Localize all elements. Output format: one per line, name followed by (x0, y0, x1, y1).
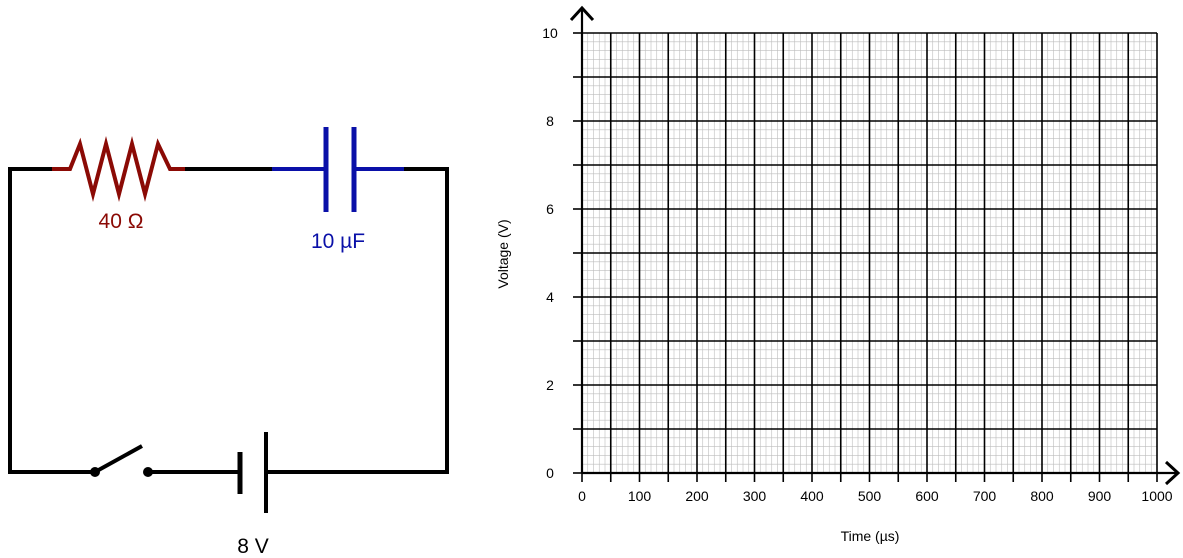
y-tick-label: 10 (542, 25, 558, 41)
battery-symbol (237, 432, 268, 513)
y-tick-label: 4 (546, 289, 554, 305)
x-tick-label: 600 (915, 488, 939, 504)
capacitor-symbol (272, 127, 404, 212)
rc-circuit: 40 Ω 10 µF 8 V (8, 127, 449, 558)
x-tick-label: 100 (628, 488, 652, 504)
resistor-label: 40 Ω (99, 210, 144, 233)
x-tick-labels: 0 100 200 300 400 500 600 700 800 900 1000 (578, 488, 1173, 504)
y-tick-labels: 0 2 4 6 8 10 (542, 25, 558, 481)
x-tick-label: 800 (1030, 488, 1054, 504)
x-tick-label: 500 (858, 488, 882, 504)
graph-axes (569, 5, 1181, 486)
battery-label: 8 V (237, 535, 269, 558)
voltage-time-graph: 0 2 4 6 8 10 0 100 200 300 400 500 600 700 800 900 1000… (495, 5, 1181, 544)
wire-right (266, 167, 449, 474)
y-tick-label: 0 (546, 465, 554, 481)
x-tick-label: 0 (578, 488, 586, 504)
x-tick-label: 1000 (1141, 488, 1172, 504)
wire-top-left (8, 167, 95, 474)
resistor-symbol (52, 136, 185, 202)
y-axis-arrowhead (569, 5, 595, 22)
x-axis-arrowhead (1164, 460, 1181, 486)
switch-symbol (90, 444, 153, 477)
x-axis-label: Time (µs) (841, 528, 900, 544)
y-tick-label: 2 (546, 377, 554, 393)
x-tick-label: 300 (743, 488, 767, 504)
y-tick-label: 8 (546, 113, 554, 129)
y-tick-label: 6 (546, 201, 554, 217)
y-axis-label: Voltage (V) (495, 219, 511, 288)
x-tick-label: 900 (1088, 488, 1112, 504)
x-tick-label: 200 (685, 488, 709, 504)
capacitor-label: 10 µF (311, 230, 365, 253)
x-tick-label: 400 (800, 488, 824, 504)
major-grid (581, 32, 1158, 474)
x-tick-label: 700 (973, 488, 997, 504)
